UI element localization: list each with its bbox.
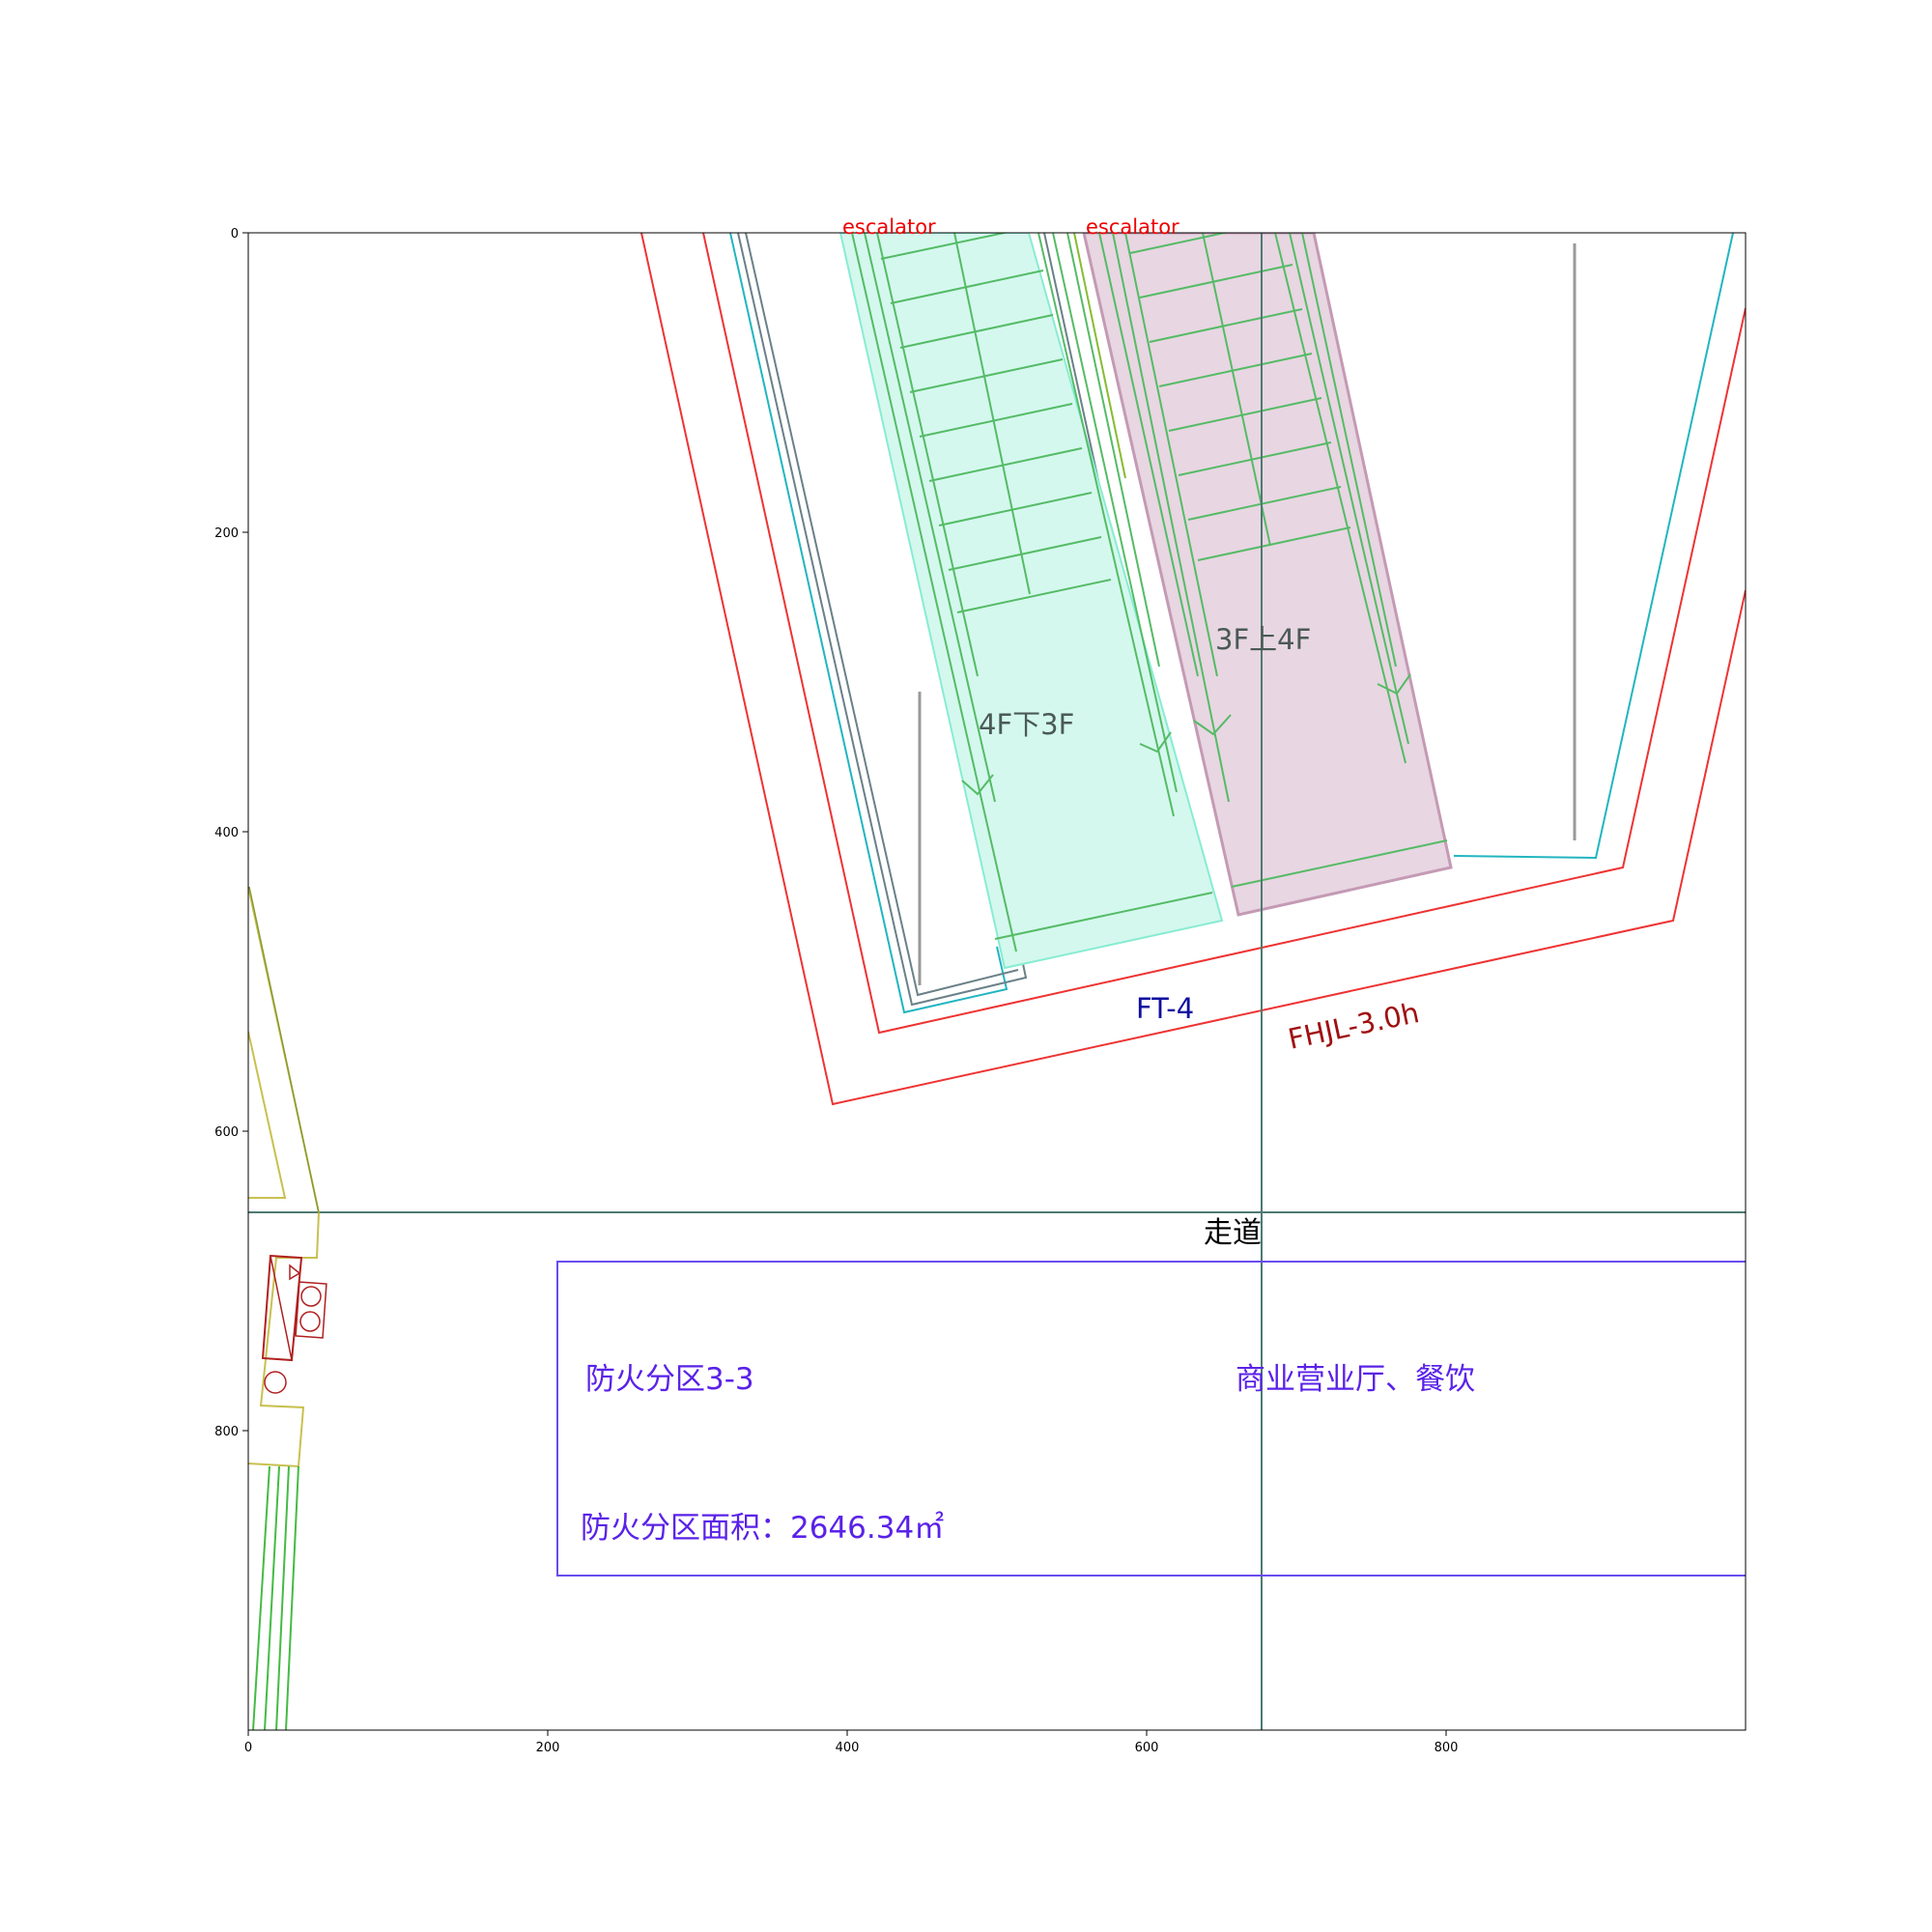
down-escalator-step <box>909 358 1064 393</box>
left-stair-line <box>264 1465 280 1730</box>
up-escalator-edge-4 <box>1274 233 1406 764</box>
fire-zone-name: 防火分区3-3 <box>585 1362 754 1397</box>
down-escalator-edge-5 <box>1052 233 1178 793</box>
shaft-cyan-outline-left <box>729 233 1009 1014</box>
up-escalator-handrail-end <box>1377 673 1411 696</box>
fire-extinguisher-icon <box>299 1311 321 1332</box>
down-escalator-step <box>890 270 1044 304</box>
down-escalator-step <box>956 579 1112 613</box>
down-escalator-handrail-end <box>961 774 994 796</box>
left-stair-line <box>285 1465 299 1730</box>
x-axis-ticks: 0 200 400 600 800 <box>244 1730 1459 1755</box>
up-escalator-step <box>1139 264 1293 298</box>
down-escalator-handrail-end <box>1139 731 1172 753</box>
down-escalator-landing <box>994 892 1213 940</box>
up-escalator-body <box>1082 233 1453 917</box>
fire-hydrant-cabinet-icon <box>261 1254 303 1362</box>
down-escalator-step <box>899 314 1054 349</box>
down-escalator-step <box>938 492 1093 526</box>
plan-drawing <box>248 233 1746 1730</box>
left-stair-line <box>275 1465 290 1730</box>
up-escalator-step <box>1129 233 1230 254</box>
left-stair-line <box>252 1465 270 1730</box>
up-escalator-step <box>1197 526 1351 561</box>
fire-hydrant-cabinet-diagonal <box>270 1255 293 1361</box>
fire-zone-use: 商业营业厅、餐饮 <box>1236 1362 1475 1397</box>
down-escalator-step <box>948 536 1102 571</box>
up-escalator-label: 3F上4F <box>1215 623 1311 656</box>
shaft-cyan-outline-right <box>1453 233 1734 860</box>
up-escalator-edge-1 <box>1098 233 1199 677</box>
y-tick-label: 400 <box>214 826 239 840</box>
down-escalator-label: 4F下3F <box>979 708 1074 741</box>
escalator-label-right: escalator <box>1086 215 1179 239</box>
y-tick-label: 800 <box>214 1425 239 1439</box>
x-tick-label: 200 <box>536 1741 560 1755</box>
down-escalator-step <box>919 403 1073 438</box>
down-escalator-step <box>928 447 1083 482</box>
left-wall-line <box>248 886 320 1214</box>
down-escalator-edge-7 <box>1073 233 1126 479</box>
y-axis-ticks: 0 200 400 600 800 <box>214 227 248 1439</box>
escalator-label-left: escalator <box>842 215 936 239</box>
fire-zone-boundary <box>556 1261 1746 1577</box>
left-wall-outline <box>248 886 321 1468</box>
x-tick-label: 600 <box>1135 1741 1159 1755</box>
left-wall-outline-2 <box>248 1031 287 1199</box>
up-escalator-step <box>1158 353 1313 387</box>
x-tick-label: 400 <box>836 1741 860 1755</box>
up-escalator-edge-5 <box>1289 233 1409 745</box>
up-escalator-step <box>1168 397 1322 432</box>
y-tick-label: 600 <box>214 1125 239 1140</box>
x-tick-label: 800 <box>1435 1741 1459 1755</box>
fire-wall-inner-outline <box>702 233 1746 1035</box>
up-escalator-landing <box>1231 839 1448 888</box>
y-tick-label: 200 <box>214 526 239 541</box>
down-escalator-edge-4 <box>1037 233 1175 817</box>
fire-zone-area: 防火分区面积：2646.34㎡ <box>581 1511 944 1546</box>
down-escalator-edge-3 <box>876 233 979 677</box>
corridor-label: 走道 <box>1204 1216 1262 1250</box>
up-escalator-step <box>1178 441 1332 476</box>
fire-rating-label: FHJL-3.0h <box>1285 996 1422 1056</box>
up-escalator-handrail-end <box>1193 714 1232 736</box>
y-tick-label: 0 <box>231 227 239 242</box>
up-escalator-center <box>1202 233 1271 547</box>
sprinkler-icon <box>264 1371 287 1394</box>
down-escalator-edge-6 <box>1066 233 1160 668</box>
fire-hydrant-valve-icon <box>289 1264 301 1281</box>
fire-extinguisher-icon <box>300 1286 322 1307</box>
fire-wall-outer-outline <box>640 233 1746 1106</box>
up-escalator-step <box>1187 486 1342 521</box>
x-tick-label: 0 <box>244 1741 252 1755</box>
up-escalator-edge-2 <box>1112 233 1230 803</box>
down-escalator-center <box>953 233 1031 595</box>
up-escalator-edge-6 <box>1301 233 1397 668</box>
shaft-gray-outline-2 <box>745 233 1019 997</box>
shaft-label: FT-4 <box>1136 992 1194 1025</box>
down-escalator-step <box>880 233 1009 260</box>
down-escalator-edge-2 <box>864 233 996 803</box>
down-escalator-edge-1 <box>851 233 1017 952</box>
up-escalator-step <box>1149 308 1303 343</box>
down-escalator-body <box>838 233 1224 970</box>
fire-extinguisher-box-icon <box>295 1281 327 1339</box>
up-escalator-edge-3 <box>1124 233 1218 677</box>
axes-frame <box>247 232 1747 1731</box>
